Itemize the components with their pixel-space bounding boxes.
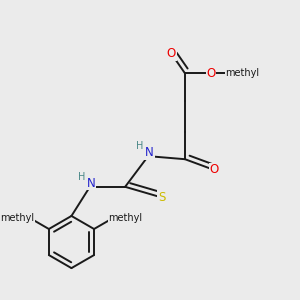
Text: H: H [78,172,85,182]
Text: N: N [145,146,154,159]
Text: O: O [167,47,176,60]
Text: O: O [209,164,219,176]
Text: methyl: methyl [0,213,34,223]
Text: S: S [158,191,166,204]
Text: N: N [86,177,95,190]
Text: O: O [206,67,216,80]
Text: H: H [136,141,143,151]
Text: methyl: methyl [108,213,142,223]
Text: methyl: methyl [225,68,260,78]
